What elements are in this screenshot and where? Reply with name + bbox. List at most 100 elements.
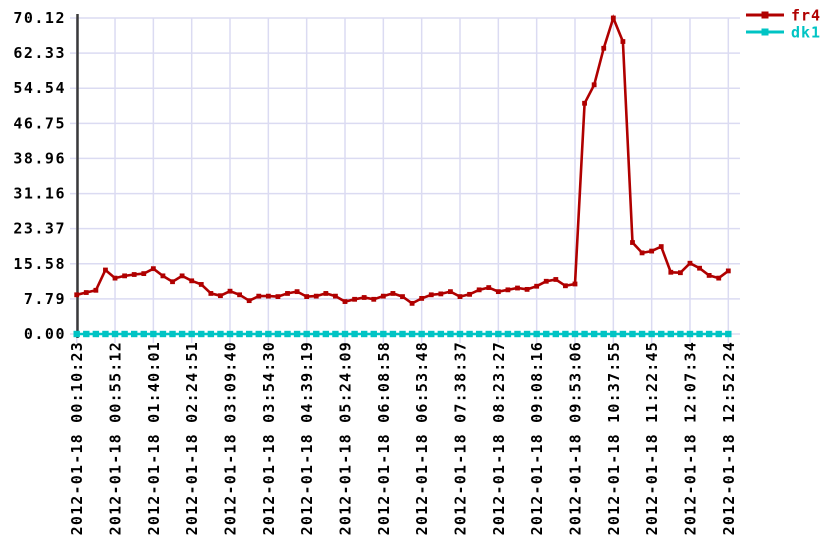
data-point-marker — [304, 294, 310, 299]
data-point-marker — [447, 330, 454, 338]
data-point-marker — [630, 240, 635, 245]
data-point-marker — [448, 289, 453, 295]
data-point-marker — [169, 330, 176, 338]
x-axis-label: 2012-01-18 03:54:30 — [260, 341, 278, 535]
legend-marker — [761, 28, 769, 36]
data-point-marker — [380, 293, 386, 299]
data-point-marker — [639, 250, 645, 256]
data-point-marker — [677, 330, 684, 338]
x-axis-label: 2012-01-18 08:23:27 — [490, 341, 508, 535]
data-point-marker — [428, 330, 435, 338]
data-point-marker — [102, 330, 109, 338]
data-point-marker — [255, 330, 262, 338]
data-point-marker — [122, 273, 128, 279]
y-axis-label: 70.12 — [13, 9, 66, 27]
x-axis-label: 2012-01-18 10:37:55 — [605, 341, 623, 535]
data-point-marker — [437, 330, 445, 338]
data-point-marker — [428, 292, 434, 298]
y-axis-label: 0.00 — [24, 325, 66, 343]
data-point-marker — [284, 330, 291, 338]
data-point-marker — [178, 330, 186, 338]
y-axis-label: 62.33 — [13, 44, 66, 62]
x-axis-label: 2012-01-18 07:38:37 — [452, 341, 470, 535]
x-axis-label: 2012-01-18 06:53:48 — [413, 341, 431, 535]
data-point-marker — [658, 244, 664, 249]
data-point-marker — [150, 330, 157, 338]
y-axis-label: 31.16 — [13, 185, 66, 203]
data-point-marker — [601, 45, 607, 51]
data-point-marker — [533, 330, 540, 338]
data-point-marker — [571, 330, 579, 338]
data-point-marker — [590, 330, 598, 338]
data-point-marker — [648, 330, 655, 338]
data-point-marker — [370, 330, 377, 338]
data-point-marker — [217, 330, 224, 338]
data-point-marker — [715, 330, 722, 338]
data-point-marker — [696, 330, 703, 338]
data-point-marker — [581, 330, 588, 338]
x-axis-label: 2012-01-18 00:55:12 — [107, 341, 125, 535]
data-point-marker — [705, 330, 713, 338]
data-point-marker — [141, 271, 147, 277]
data-point-marker — [341, 330, 349, 338]
data-point-marker — [687, 260, 693, 266]
data-point-marker — [313, 293, 319, 299]
x-axis-label: 2012-01-18 11:22:45 — [643, 341, 661, 535]
data-point-marker — [111, 330, 119, 338]
data-point-marker — [495, 289, 501, 295]
data-point-marker — [582, 100, 587, 106]
data-point-marker — [505, 287, 511, 293]
data-point-marker — [361, 295, 367, 300]
y-axis-label: 7.79 — [24, 290, 66, 308]
data-point-marker — [418, 330, 425, 338]
data-point-marker — [293, 330, 301, 338]
y-axis-label: 23.37 — [13, 220, 66, 238]
data-point-marker — [408, 330, 416, 338]
y-axis-labels: 70.12 62.33 54.54 46.75 38.96 31.16 23.37 15.58… — [13, 9, 66, 343]
data-point-marker — [706, 273, 712, 278]
data-point-marker — [159, 330, 167, 338]
data-point-marker — [504, 330, 512, 338]
data-point-marker — [400, 294, 405, 299]
data-point-marker — [515, 285, 520, 291]
y-axis-label: 38.96 — [13, 149, 66, 167]
data-point-marker — [323, 291, 329, 296]
data-point-marker — [438, 291, 444, 297]
data-point-marker — [725, 330, 732, 338]
data-point-marker — [245, 330, 253, 338]
data-point-marker — [73, 330, 80, 338]
x-axis-labels: 2012-01-18 00:10:23 2012-01-18 00:55:12 20… — [68, 341, 738, 535]
data-point-marker — [649, 248, 655, 254]
x-axis-label: 2012-01-18 09:53:06 — [566, 341, 584, 535]
data-point-marker — [274, 330, 282, 338]
data-point-marker — [466, 330, 473, 338]
data-point-marker — [208, 291, 214, 296]
data-point-marker — [265, 330, 272, 338]
x-axis-label: 2012-01-18 05:24:09 — [337, 341, 355, 535]
series-dk1 — [73, 330, 732, 338]
data-point-marker — [476, 287, 482, 293]
data-point-marker — [130, 330, 138, 338]
legend-marker — [761, 11, 769, 19]
data-point-marker — [563, 283, 568, 289]
data-point-marker — [360, 330, 368, 338]
y-axis-label: 46.75 — [13, 114, 66, 132]
data-point-marker — [313, 330, 320, 338]
y-axis-label: 54.54 — [13, 79, 66, 97]
data-point-marker — [303, 330, 310, 338]
data-point-marker — [83, 330, 90, 338]
data-point-marker — [294, 289, 300, 295]
x-axis-label: 2012-01-18 09:08:16 — [528, 341, 546, 535]
data-point-marker — [265, 293, 271, 299]
data-point-marker — [524, 286, 530, 292]
x-axis-label: 2012-01-18 04:39:19 — [298, 341, 316, 535]
data-point-marker — [456, 330, 464, 338]
data-point-marker — [83, 290, 89, 295]
data-point-marker — [553, 277, 559, 282]
data-point-marker — [285, 291, 290, 296]
data-point-marker — [419, 295, 425, 301]
data-point-marker — [207, 330, 215, 338]
